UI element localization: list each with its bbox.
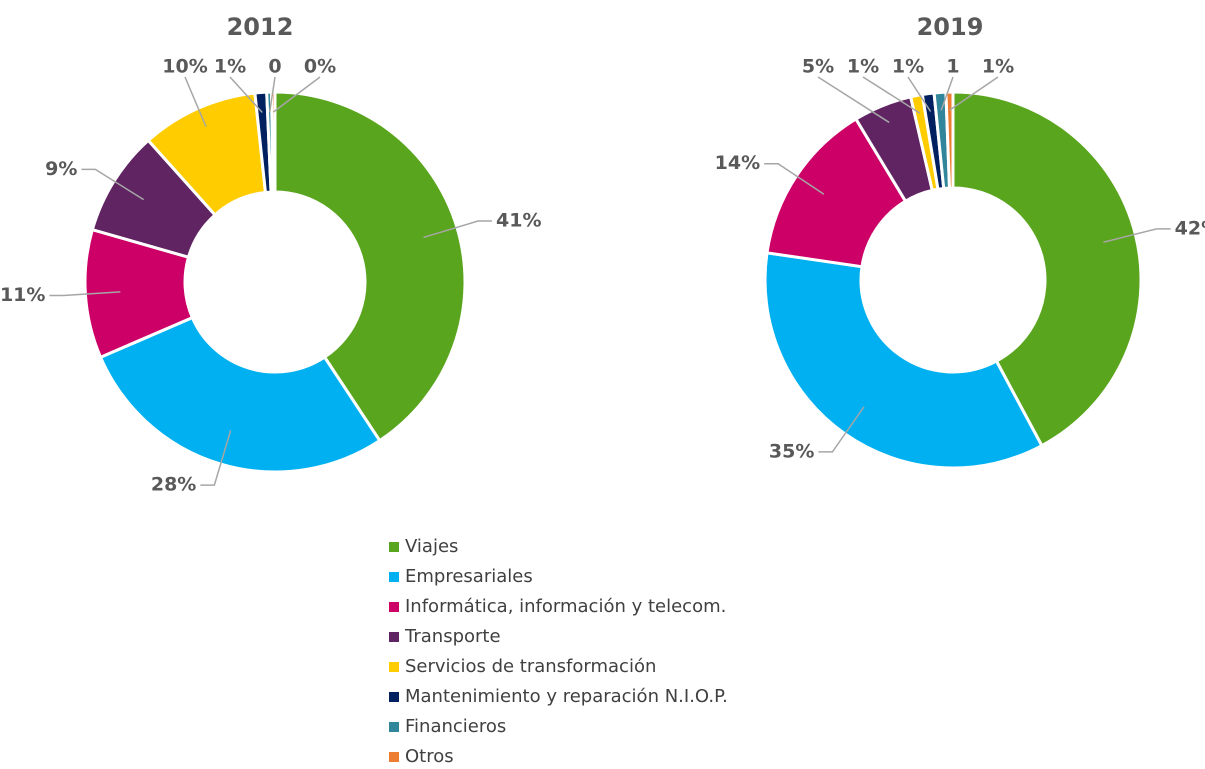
data-label: 28% xyxy=(151,474,196,496)
slice xyxy=(98,315,382,474)
data-label: 0% xyxy=(304,56,336,78)
leader-line xyxy=(862,76,921,114)
slice xyxy=(951,90,1143,448)
legend-swatch xyxy=(389,632,399,642)
data-label: 41% xyxy=(496,210,541,232)
leader-line xyxy=(940,76,954,111)
legend-label: Empresariales xyxy=(405,566,533,587)
slice xyxy=(763,251,1044,470)
leader-line xyxy=(817,76,890,124)
leader-line xyxy=(184,76,207,127)
legend-swatch xyxy=(389,722,399,732)
chart-title: 2012 xyxy=(227,13,294,41)
legend-label: Informática, información y telecom. xyxy=(405,596,726,617)
leader-line xyxy=(764,162,825,195)
legend-swatch xyxy=(389,602,399,612)
data-label: 10% xyxy=(162,56,207,78)
legend-swatch xyxy=(389,662,399,672)
data-label: 9% xyxy=(45,158,77,180)
legend-label: Otros xyxy=(405,746,454,767)
data-label: 1% xyxy=(892,56,924,78)
leader-line xyxy=(200,430,232,486)
leader-line xyxy=(949,76,999,111)
leader-line xyxy=(272,76,321,113)
data-label: 1 xyxy=(946,56,959,78)
legend-label: Mantenimiento y reparación N.I.O.P. xyxy=(405,686,728,707)
data-label: 0 xyxy=(268,56,281,78)
legend-swatch xyxy=(389,542,399,552)
data-label: 1% xyxy=(214,56,246,78)
leader-line xyxy=(229,76,263,113)
legend-swatch xyxy=(389,572,399,582)
leader-line xyxy=(81,168,145,201)
slice xyxy=(269,90,277,194)
leader-line xyxy=(423,220,493,239)
legend-label: Servicios de transformación xyxy=(405,656,656,677)
chart-title: 2019 xyxy=(917,13,984,41)
slice xyxy=(273,90,467,443)
leader-line xyxy=(268,76,276,113)
leader-line xyxy=(818,406,865,453)
data-label: 1% xyxy=(982,56,1014,78)
leader-line xyxy=(1103,228,1171,243)
legend-label: Financieros xyxy=(405,716,506,737)
legend-swatch xyxy=(389,692,399,702)
leader-line xyxy=(49,291,121,297)
data-label: 1% xyxy=(847,56,879,78)
data-label: 14% xyxy=(715,152,760,174)
data-label: 11% xyxy=(0,284,45,306)
data-label: 35% xyxy=(769,440,814,462)
legend-label: Viajes xyxy=(405,536,458,557)
data-label: 5% xyxy=(802,56,834,78)
legend-swatch xyxy=(389,752,399,762)
leader-line xyxy=(907,76,932,112)
legend-label: Transporte xyxy=(404,626,501,647)
data-label: 42% xyxy=(1175,217,1205,239)
